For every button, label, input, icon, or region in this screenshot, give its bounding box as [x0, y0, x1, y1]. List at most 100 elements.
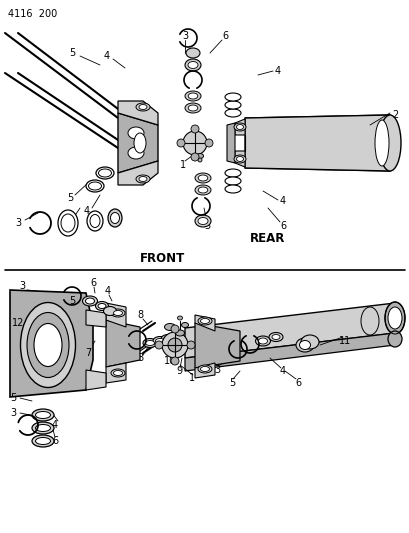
Polygon shape	[245, 115, 389, 171]
Text: 4116  200: 4116 200	[8, 9, 57, 19]
Text: 5: 5	[228, 378, 234, 388]
Polygon shape	[195, 323, 239, 368]
Polygon shape	[234, 151, 245, 167]
Ellipse shape	[111, 369, 125, 377]
Ellipse shape	[128, 127, 144, 139]
Ellipse shape	[198, 175, 207, 181]
Ellipse shape	[236, 157, 243, 161]
Ellipse shape	[374, 120, 388, 166]
Ellipse shape	[225, 169, 240, 177]
Ellipse shape	[198, 158, 202, 162]
Ellipse shape	[32, 422, 54, 434]
Text: 6: 6	[62, 218, 68, 228]
Ellipse shape	[155, 338, 164, 343]
Ellipse shape	[95, 302, 108, 311]
Polygon shape	[118, 113, 157, 173]
Ellipse shape	[184, 103, 200, 113]
Ellipse shape	[36, 438, 50, 445]
Text: FRONT: FRONT	[140, 252, 185, 264]
Text: 8: 8	[137, 353, 143, 363]
Ellipse shape	[234, 155, 245, 163]
Circle shape	[171, 357, 179, 365]
Ellipse shape	[163, 336, 172, 342]
Ellipse shape	[234, 123, 245, 131]
Circle shape	[168, 338, 182, 352]
Ellipse shape	[32, 409, 54, 421]
Ellipse shape	[175, 330, 184, 336]
Text: 9: 9	[175, 366, 182, 376]
Circle shape	[171, 325, 179, 333]
Circle shape	[191, 125, 198, 133]
Polygon shape	[86, 310, 106, 327]
Ellipse shape	[271, 335, 279, 340]
Ellipse shape	[86, 180, 104, 192]
Ellipse shape	[196, 147, 203, 151]
Polygon shape	[184, 333, 394, 371]
Ellipse shape	[36, 424, 50, 432]
Text: 4: 4	[279, 366, 285, 376]
Polygon shape	[234, 119, 245, 135]
Ellipse shape	[139, 104, 147, 109]
Text: 6: 6	[90, 278, 96, 288]
Ellipse shape	[225, 109, 240, 117]
Ellipse shape	[384, 302, 404, 334]
Ellipse shape	[27, 312, 69, 377]
Polygon shape	[10, 290, 93, 397]
Ellipse shape	[98, 169, 111, 177]
Text: 3: 3	[203, 221, 209, 231]
Ellipse shape	[153, 336, 166, 345]
Ellipse shape	[32, 435, 54, 447]
Text: 10: 10	[164, 356, 176, 366]
Text: 4: 4	[279, 196, 285, 206]
Text: 1: 1	[189, 373, 195, 383]
Ellipse shape	[184, 59, 200, 71]
Ellipse shape	[299, 341, 310, 350]
Text: 5: 5	[69, 48, 75, 58]
Circle shape	[204, 139, 213, 147]
Ellipse shape	[111, 309, 125, 317]
Circle shape	[187, 341, 195, 349]
Ellipse shape	[198, 187, 207, 193]
Text: 2: 2	[391, 110, 397, 120]
Ellipse shape	[113, 311, 122, 316]
Ellipse shape	[268, 333, 282, 342]
Polygon shape	[227, 123, 234, 163]
Circle shape	[155, 341, 163, 349]
Text: 6: 6	[294, 378, 300, 388]
Circle shape	[177, 139, 184, 147]
Ellipse shape	[184, 91, 200, 101]
Polygon shape	[184, 303, 394, 358]
Ellipse shape	[139, 176, 147, 182]
Text: 3: 3	[213, 365, 220, 375]
Text: 4: 4	[274, 66, 281, 76]
Ellipse shape	[387, 331, 401, 347]
Ellipse shape	[82, 296, 97, 306]
Text: 4: 4	[104, 51, 110, 61]
Ellipse shape	[108, 209, 122, 227]
Ellipse shape	[143, 338, 157, 348]
Text: 5: 5	[69, 296, 75, 306]
Ellipse shape	[195, 215, 211, 227]
Ellipse shape	[236, 125, 243, 130]
Ellipse shape	[136, 103, 150, 111]
Text: 3: 3	[15, 218, 21, 228]
Circle shape	[162, 332, 188, 358]
Ellipse shape	[61, 214, 75, 232]
Ellipse shape	[161, 335, 175, 343]
Text: 4: 4	[84, 206, 90, 216]
Ellipse shape	[193, 140, 202, 146]
Text: 6: 6	[221, 31, 227, 41]
Ellipse shape	[98, 303, 106, 309]
Circle shape	[182, 131, 207, 155]
Text: 7: 7	[85, 348, 91, 358]
Polygon shape	[106, 320, 139, 367]
Ellipse shape	[295, 338, 313, 352]
Ellipse shape	[198, 217, 207, 224]
Polygon shape	[118, 101, 157, 125]
Text: 3: 3	[19, 281, 25, 291]
Text: REAR: REAR	[250, 231, 285, 245]
Ellipse shape	[164, 324, 175, 330]
Ellipse shape	[196, 154, 203, 158]
Ellipse shape	[85, 298, 94, 304]
Circle shape	[191, 153, 198, 161]
